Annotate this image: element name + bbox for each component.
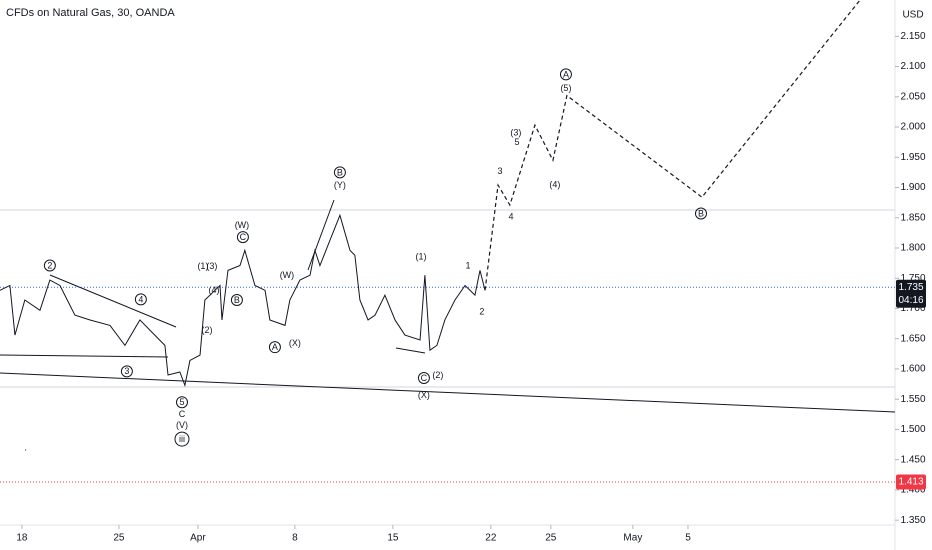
price-tag (896, 474, 926, 490)
currency-label[interactable]: USD (902, 10, 923, 21)
wave-label: B (337, 167, 343, 177)
wave-label: 3 (497, 166, 502, 176)
trend-line (395, 347, 426, 354)
dot: · (24, 445, 27, 456)
wave-label: 1 (465, 260, 470, 270)
trend-line (0, 354, 169, 358)
wave-label: C (179, 409, 186, 419)
wave-label: B (698, 208, 704, 218)
annotation-circle (268, 341, 281, 354)
y-tick-label: 1.750 (900, 273, 925, 284)
wave-label: 5 (179, 397, 184, 407)
wave-label: (4) (209, 285, 220, 295)
wave-label: (3) (510, 127, 521, 137)
wave-label: 4 (509, 211, 514, 221)
x-tick-label: 5 (685, 533, 691, 544)
annotation-circle (120, 365, 133, 378)
wave-label: C (421, 373, 428, 383)
wave-label: (W) (280, 270, 295, 280)
price-line-series (484, 0, 861, 291)
x-tick-label: 22 (485, 533, 497, 544)
annotation-circle (175, 396, 188, 409)
x-tick-label: 25 (545, 533, 557, 544)
price-tag-time: 04:16 (898, 295, 923, 306)
wave-label: (W) (235, 220, 250, 230)
wave-label: (X) (418, 390, 430, 400)
wave-label: (1) (416, 251, 427, 261)
wave-label: A (563, 69, 569, 79)
y-tick-label: 1.400 (900, 485, 925, 496)
x-tick-label: Apr (190, 533, 206, 544)
y-tick-label: 1.650 (900, 333, 925, 344)
y-tick-label: 1.600 (900, 364, 925, 375)
price-tag (896, 279, 926, 308)
wave-label: iii (179, 434, 185, 444)
y-tick-label: 2.150 (900, 31, 925, 42)
y-tick-label: 1.850 (900, 212, 925, 223)
annotation-circle (174, 431, 190, 447)
wave-label: C (240, 232, 247, 242)
wave-label: (V) (176, 420, 188, 430)
wave-label: 5 (515, 137, 520, 147)
trend-line (307, 199, 335, 271)
wave-label: (1) (197, 261, 208, 271)
y-tick-label: 1.450 (900, 454, 925, 465)
wave-label: (X) (289, 338, 301, 348)
annotation-circle (333, 166, 346, 179)
x-tick-label: 8 (292, 533, 298, 544)
trend-line (0, 372, 896, 413)
y-tick-label: 2.100 (900, 61, 925, 72)
x-tick-label: 25 (113, 533, 125, 544)
y-tick-label: 1.900 (900, 182, 925, 193)
wave-label: A (272, 342, 278, 352)
wave-label: 4 (138, 294, 143, 304)
y-tick-label: 1.350 (900, 515, 925, 526)
wave-label: (5) (560, 83, 571, 93)
annotation-circle (694, 207, 707, 220)
wave-label: (3) (206, 261, 217, 271)
y-tick-label: 2.050 (900, 91, 925, 102)
wave-label: (2) (432, 370, 443, 380)
price-tag-label: 1.413 (898, 477, 923, 488)
wave-label: 2 (47, 260, 52, 270)
x-tick-label: May (623, 533, 642, 544)
y-tick-label: 1.950 (900, 152, 925, 163)
y-tick-label: 1.700 (900, 303, 925, 314)
y-tick-label: 1.500 (900, 424, 925, 435)
wave-label: B (234, 295, 240, 305)
annotation-circle (230, 294, 243, 306)
y-tick-label: 1.550 (900, 394, 925, 405)
x-tick-label: 15 (387, 533, 399, 544)
price-line-series (0, 213, 486, 388)
y-tick-label: 2.000 (900, 122, 925, 133)
trend-line (49, 274, 177, 328)
annotation-circle (134, 293, 147, 306)
x-tick-label: 18 (16, 533, 28, 544)
annotation-circle (236, 231, 249, 244)
wave-label: (2) (202, 325, 213, 335)
annotation-circle (43, 259, 56, 272)
annotation-circle (559, 68, 572, 81)
wave-label: (4) (549, 179, 560, 189)
annotation-circle (417, 372, 430, 385)
y-tick-label: 1.800 (900, 243, 925, 254)
chart-title: CFDs on Natural Gas, 30, OANDA (6, 7, 175, 19)
wave-label: 2 (479, 306, 484, 316)
price-tag-label: 1.735 (898, 282, 923, 293)
wave-label: (Y) (334, 180, 346, 190)
wave-label: 3 (124, 366, 129, 376)
